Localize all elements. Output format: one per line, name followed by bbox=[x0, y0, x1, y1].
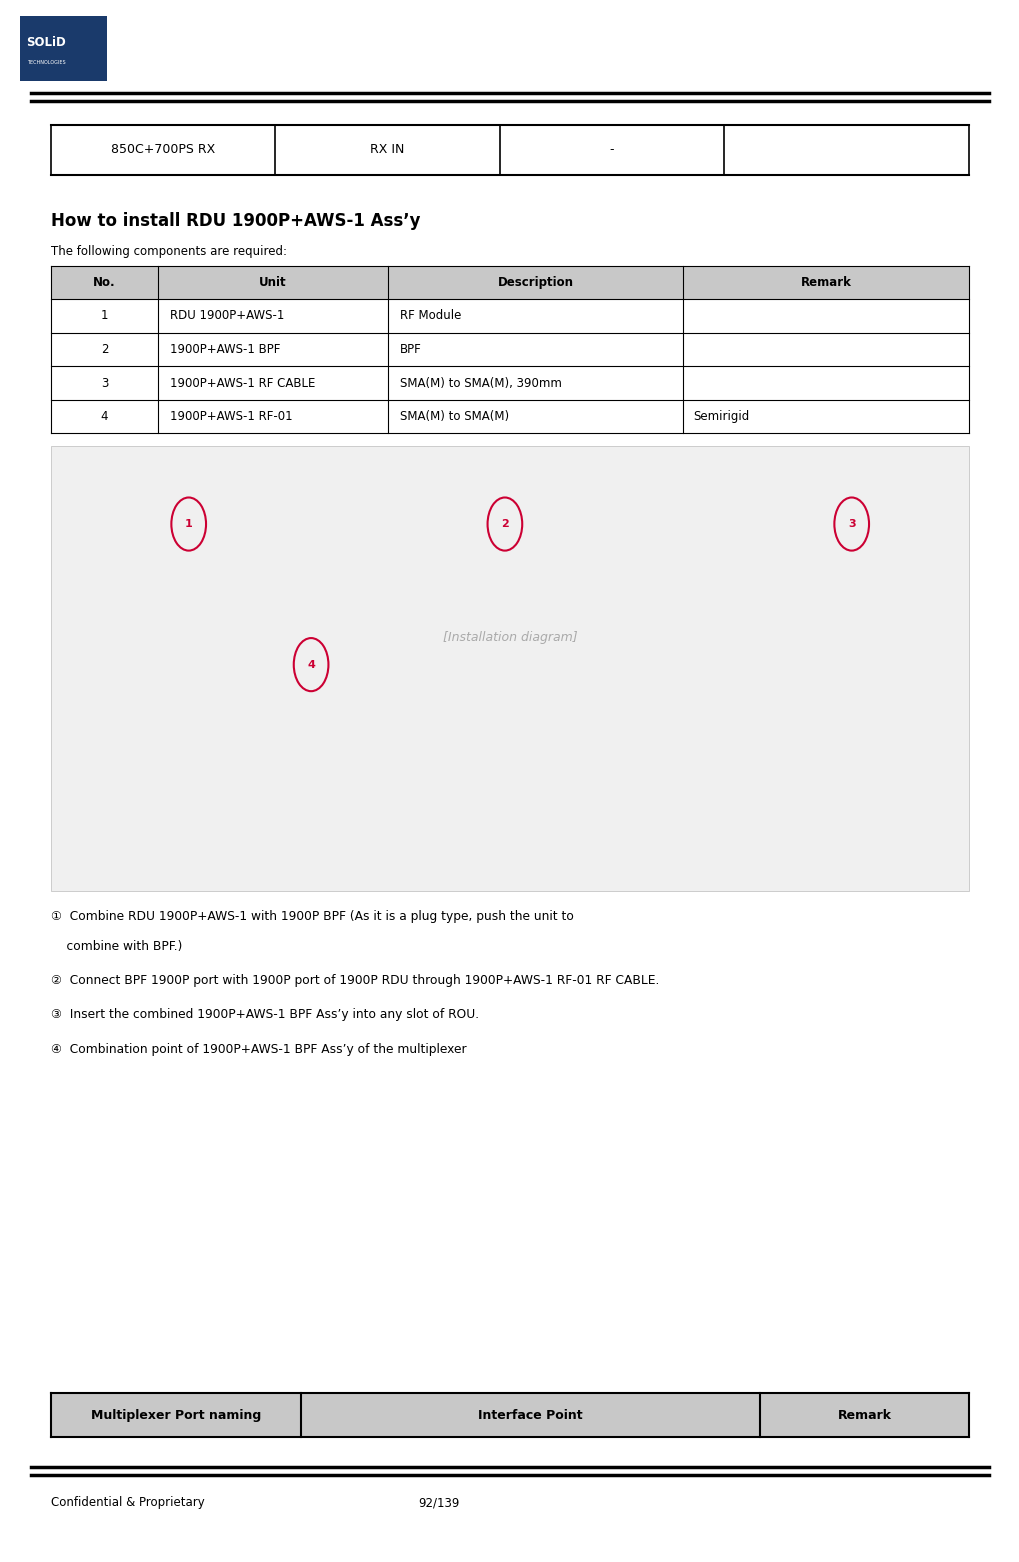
Text: ②  Connect BPF 1900P port with 1900P port of 1900P RDU through 1900P+AWS-1 RF-01: ② Connect BPF 1900P port with 1900P port… bbox=[51, 975, 658, 987]
Text: Interface Point: Interface Point bbox=[478, 1409, 582, 1421]
Text: Semirigid: Semirigid bbox=[693, 411, 749, 423]
Text: RF Module: RF Module bbox=[399, 309, 461, 322]
Text: 1900P+AWS-1 BPF: 1900P+AWS-1 BPF bbox=[170, 344, 280, 356]
FancyBboxPatch shape bbox=[51, 266, 968, 300]
Text: 1: 1 bbox=[184, 519, 193, 530]
Text: The following components are required:: The following components are required: bbox=[51, 245, 286, 258]
Text: -: - bbox=[609, 144, 613, 156]
Text: 1: 1 bbox=[101, 309, 108, 322]
Text: No.: No. bbox=[93, 276, 116, 289]
Text: SOLiD: SOLiD bbox=[26, 36, 66, 48]
FancyBboxPatch shape bbox=[51, 447, 968, 890]
FancyBboxPatch shape bbox=[20, 16, 107, 81]
Text: Multiplexer Port naming: Multiplexer Port naming bbox=[91, 1409, 261, 1421]
Text: 2: 2 bbox=[500, 519, 508, 530]
Text: [Installation diagram]: [Installation diagram] bbox=[442, 631, 577, 644]
Text: 92/139: 92/139 bbox=[418, 1496, 459, 1509]
Text: 4: 4 bbox=[101, 411, 108, 423]
Text: ④  Combination point of 1900P+AWS-1 BPF Ass’y of the multiplexer: ④ Combination point of 1900P+AWS-1 BPF A… bbox=[51, 1043, 466, 1056]
Text: 4: 4 bbox=[307, 659, 315, 670]
Text: 1900P+AWS-1 RF CABLE: 1900P+AWS-1 RF CABLE bbox=[170, 376, 316, 389]
Text: 3: 3 bbox=[101, 376, 108, 389]
Text: How to install RDU 1900P+AWS-1 Ass’y: How to install RDU 1900P+AWS-1 Ass’y bbox=[51, 212, 420, 231]
Text: 3: 3 bbox=[847, 519, 855, 530]
Text: BPF: BPF bbox=[399, 344, 421, 356]
Text: TECHNOLOGIES: TECHNOLOGIES bbox=[26, 59, 65, 66]
Text: 1900P+AWS-1 RF-01: 1900P+AWS-1 RF-01 bbox=[170, 411, 292, 423]
Text: SMA(M) to SMA(M), 390mm: SMA(M) to SMA(M), 390mm bbox=[399, 376, 561, 389]
Text: RX IN: RX IN bbox=[370, 144, 405, 156]
Text: Confidential & Proprietary: Confidential & Proprietary bbox=[51, 1496, 205, 1509]
Text: 850C+700PS RX: 850C+700PS RX bbox=[111, 144, 215, 156]
Text: ③  Insert the combined 1900P+AWS-1 BPF Ass’y into any slot of ROU.: ③ Insert the combined 1900P+AWS-1 BPF As… bbox=[51, 1009, 479, 1022]
Text: RDU 1900P+AWS-1: RDU 1900P+AWS-1 bbox=[170, 309, 284, 322]
Text: Remark: Remark bbox=[800, 276, 851, 289]
Text: combine with BPF.): combine with BPF.) bbox=[51, 940, 182, 953]
FancyBboxPatch shape bbox=[51, 1393, 968, 1437]
Text: SMA(M) to SMA(M): SMA(M) to SMA(M) bbox=[399, 411, 508, 423]
Text: 2: 2 bbox=[101, 344, 108, 356]
Text: Description: Description bbox=[497, 276, 573, 289]
Text: ①  Combine RDU 1900P+AWS-1 with 1900P BPF (As it is a plug type, push the unit t: ① Combine RDU 1900P+AWS-1 with 1900P BPF… bbox=[51, 909, 574, 923]
Text: Remark: Remark bbox=[837, 1409, 891, 1421]
Text: Unit: Unit bbox=[259, 276, 286, 289]
